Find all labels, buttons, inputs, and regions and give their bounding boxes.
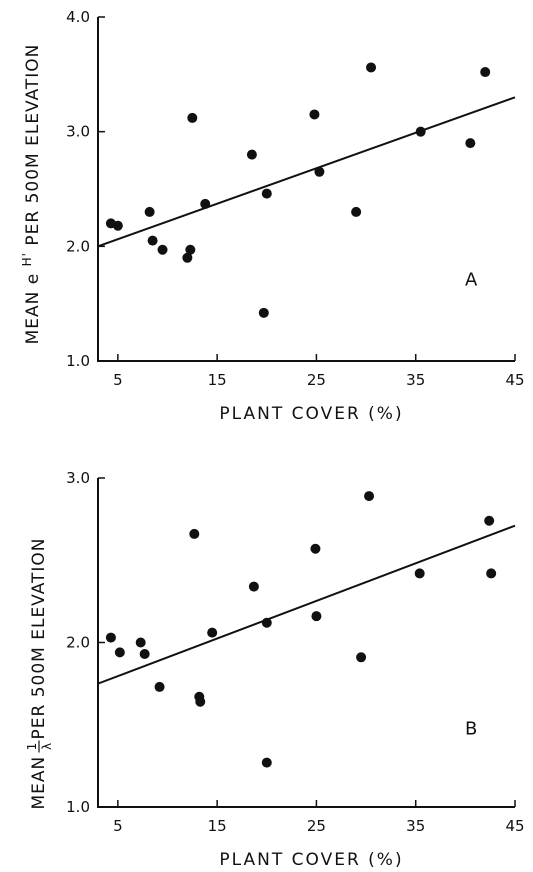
- panel-b-data-point: [484, 515, 495, 526]
- panel-a-data-point: [261, 188, 272, 199]
- panel-b-y-tick-label: 1.0: [66, 798, 90, 816]
- panel-b-fit-line: [97, 524, 516, 685]
- panel-b-ylabel-frac-num: 1: [25, 743, 39, 751]
- panel-b-x-tick-label: 5: [113, 817, 123, 835]
- panel-a-ylabel-sup: H': [20, 252, 34, 266]
- panel-b-tick-labels: 5 15 25 35 45 1.0 2.0 3.0: [66, 469, 524, 835]
- panel-a-data-point: [480, 67, 491, 78]
- panel-a-data-point: [147, 235, 158, 246]
- panel-b-ylabel-pre: MEAN: [29, 756, 49, 810]
- panel-a-ticks: [98, 16, 516, 362]
- panel-a-x-tick-label: 35: [406, 371, 425, 389]
- panel-b-data-point: [311, 611, 322, 622]
- panel-b-y-tick-label: 2.0: [66, 634, 90, 652]
- panel-a-y-tick-label: 1.0: [66, 352, 90, 370]
- panel-a-data-point: [112, 220, 123, 231]
- panel-a-data-point: [200, 198, 211, 209]
- panel-a-axes: [97, 17, 515, 362]
- panel-b-x-tick-label: 45: [505, 817, 524, 835]
- panel-b-data-point: [105, 632, 116, 643]
- panel-b-data-point: [364, 491, 375, 502]
- panel-a-y-axis-label: MEAN e H' PER 500M ELEVATION: [16, 44, 43, 345]
- panel-a-data-point: [314, 166, 325, 177]
- panel-a-data-point: [415, 126, 426, 137]
- panel-b-x-tick-label: 15: [208, 817, 227, 835]
- panel-a-x-axis-label: PLANT COVER (%): [219, 404, 403, 424]
- panel-b-data-point: [135, 637, 146, 648]
- panel-a-data-point: [182, 252, 193, 263]
- panel-b-x-tick-label: 25: [307, 817, 326, 835]
- panel-b-data-point: [189, 528, 200, 539]
- panel-a-y-tick-label: 3.0: [66, 123, 90, 141]
- panel-b-ticks: [98, 477, 516, 808]
- panel-b-x-tick-label: 35: [406, 817, 425, 835]
- panel-a: 5 15 25 35 45 1.0 2.0 3.0 4.0 PLANT COVER (%) ME…: [16, 8, 525, 424]
- panel-a-fit-line: [97, 96, 516, 248]
- panel-a-ylabel-post: PER 500M ELEVATION: [23, 44, 43, 246]
- panel-b-data-point: [356, 652, 367, 663]
- panel-a-points: [105, 62, 491, 318]
- panel-b-data-point: [261, 617, 272, 628]
- panel-b-data-point: [114, 647, 125, 658]
- panel-b-data-point: [248, 581, 259, 592]
- panel-a-data-point: [246, 149, 257, 160]
- panel-a-data-point: [309, 109, 320, 120]
- panel-b-y-axis-label: MEAN 1 λ PER 500M ELEVATION: [25, 537, 54, 809]
- panel-a-y-tick-label: 4.0: [66, 8, 90, 26]
- panel-b-x-axis-label: PLANT COVER (%): [219, 850, 403, 870]
- panel-a-y-tick-label: 2.0: [66, 237, 90, 255]
- panel-b-data-point: [414, 568, 425, 579]
- panel-b-data-point: [154, 681, 165, 692]
- panel-b-data-point: [139, 649, 150, 660]
- panel-a-x-tick-label: 5: [113, 371, 123, 389]
- panel-a-x-tick-label: 45: [505, 371, 524, 389]
- panel-b-data-point: [261, 757, 272, 768]
- panel-b-axes: [97, 478, 515, 808]
- panel-a-x-tick-label: 25: [307, 371, 326, 389]
- panel-b-letter: B: [465, 719, 477, 740]
- panel-b-data-point: [310, 543, 321, 554]
- panel-b-ylabel-post: PER 500M ELEVATION: [29, 537, 49, 739]
- panel-b-data-point: [195, 696, 206, 707]
- panel-b-y-tick-label: 3.0: [66, 469, 90, 487]
- panel-b-ylabel-frac-den: λ: [40, 743, 54, 750]
- panel-a-data-point: [185, 244, 196, 255]
- panel-a-data-point: [144, 206, 155, 217]
- panel-a-data-point: [187, 112, 198, 123]
- panel-a-ylabel-pre: MEAN e: [23, 273, 43, 345]
- panel-a-x-tick-label: 15: [208, 371, 227, 389]
- panel-b-data-point: [486, 568, 497, 579]
- panel-a-letter: A: [465, 269, 478, 290]
- panel-b: 5 15 25 35 45 1.0 2.0 3.0 PLANT COVER (%) MEAN …: [25, 469, 525, 870]
- panel-b-points: [105, 491, 497, 768]
- panel-b-data-point: [207, 627, 218, 638]
- panel-a-data-point: [258, 307, 269, 318]
- panel-a-data-point: [465, 138, 476, 149]
- panel-a-data-point: [366, 62, 377, 73]
- panel-a-tick-labels: 5 15 25 35 45 1.0 2.0 3.0 4.0: [66, 8, 524, 389]
- panel-a-data-point: [351, 206, 362, 217]
- panel-a-data-point: [157, 244, 168, 255]
